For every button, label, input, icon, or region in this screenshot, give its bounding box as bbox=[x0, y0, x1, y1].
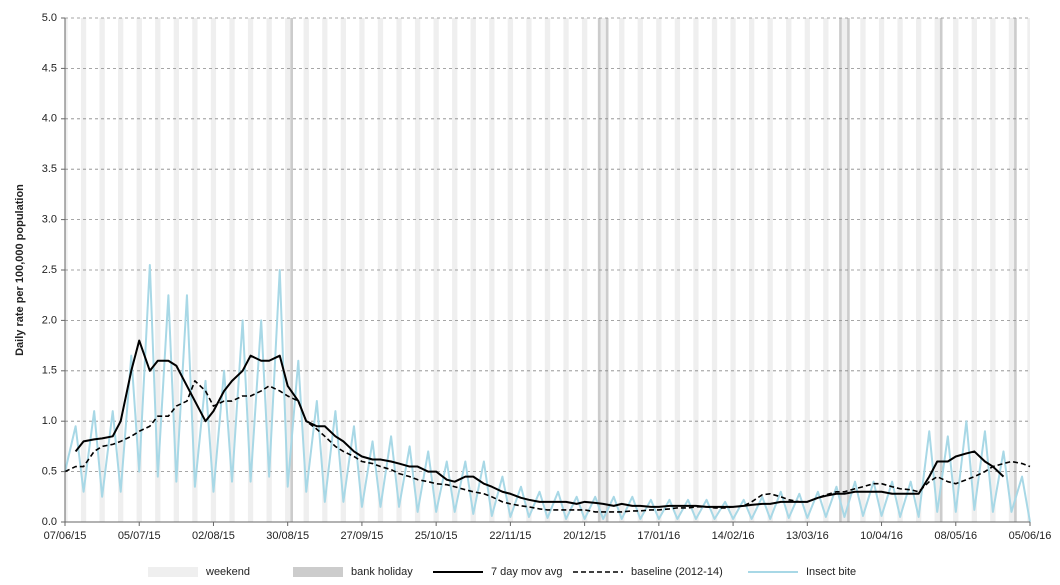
x-tick-label: 27/09/15 bbox=[341, 530, 384, 542]
shade-band bbox=[860, 18, 866, 522]
y-tick-label: 1.0 bbox=[42, 415, 57, 427]
x-tick-label: 25/10/15 bbox=[415, 530, 458, 542]
shade-band bbox=[173, 18, 179, 522]
y-tick-label: 0.0 bbox=[42, 516, 57, 528]
shade-band bbox=[841, 18, 848, 522]
x-tick-label: 08/05/16 bbox=[934, 530, 977, 542]
shade-band bbox=[414, 18, 421, 522]
legend-label: 7 day mov avg bbox=[491, 566, 563, 578]
shade-band bbox=[290, 18, 293, 522]
series-line bbox=[64, 380, 1031, 513]
shade-band bbox=[600, 18, 606, 522]
shade-band bbox=[786, 18, 792, 522]
shade-band bbox=[210, 18, 217, 522]
y-tick-label: 1.5 bbox=[42, 365, 57, 377]
y-tick-label: 0.5 bbox=[42, 466, 57, 478]
x-tick-label: 17/01/16 bbox=[637, 530, 680, 542]
line-layer bbox=[64, 263, 1031, 523]
series-line bbox=[74, 339, 1005, 508]
shade-band bbox=[192, 18, 198, 522]
x-tick-label: 07/06/15 bbox=[44, 530, 87, 542]
shade-band bbox=[229, 18, 235, 522]
shade-band bbox=[847, 18, 850, 522]
shade-band bbox=[563, 18, 569, 522]
x-tick-label: 05/07/15 bbox=[118, 530, 161, 542]
y-tick-label: 2.5 bbox=[42, 264, 57, 276]
legend-label: weekend bbox=[205, 566, 250, 578]
legend-label: baseline (2012-14) bbox=[631, 566, 723, 578]
shade-band bbox=[452, 18, 458, 522]
y-tick-label: 3.5 bbox=[42, 163, 57, 175]
shade-band bbox=[971, 18, 977, 522]
axis-layer: 0.0 0.5 1.0 1.5 2.0 2.5 3.0 3.5 4.0 4.5 5.0 07/06/1… bbox=[42, 12, 1052, 542]
y-tick-label: 2.0 bbox=[42, 314, 57, 326]
shade-band bbox=[767, 18, 773, 522]
y-tick-label: 4.5 bbox=[42, 62, 57, 74]
shade-band bbox=[1008, 18, 1015, 522]
legend-swatch bbox=[293, 567, 343, 577]
legend-label: bank holiday bbox=[351, 566, 413, 578]
x-tick-label: 30/08/15 bbox=[266, 530, 309, 542]
x-tick-label: 02/08/15 bbox=[192, 530, 235, 542]
shade-band bbox=[247, 18, 254, 522]
y-tick-label: 4.0 bbox=[42, 113, 57, 125]
legend-swatch bbox=[148, 567, 198, 577]
x-tick-label: 05/06/16 bbox=[1009, 530, 1052, 542]
shade-band bbox=[990, 18, 996, 522]
shade-band bbox=[433, 18, 439, 522]
shade-band bbox=[637, 18, 643, 522]
y-axis-label: Daily rate per 100,000 population bbox=[14, 184, 26, 356]
x-tick-label: 22/11/15 bbox=[489, 530, 531, 542]
shade-band bbox=[581, 18, 588, 522]
shade-band bbox=[1027, 18, 1030, 522]
series-line bbox=[64, 263, 1031, 523]
x-tick-label: 14/02/16 bbox=[712, 530, 755, 542]
x-tick-label: 10/04/16 bbox=[860, 530, 903, 542]
shade-band bbox=[823, 18, 829, 522]
x-tick-label: 13/03/16 bbox=[786, 530, 829, 542]
shade-band bbox=[396, 18, 402, 522]
shade-band bbox=[656, 18, 662, 522]
shade-band bbox=[804, 18, 810, 522]
shade-band bbox=[619, 18, 625, 522]
x-tick-label: 20/12/15 bbox=[563, 530, 606, 542]
y-tick-label: 3.0 bbox=[42, 214, 57, 226]
y-tick-label: 5.0 bbox=[42, 12, 57, 24]
shade-band bbox=[377, 18, 384, 522]
legend-label: Insect bite bbox=[806, 566, 856, 578]
